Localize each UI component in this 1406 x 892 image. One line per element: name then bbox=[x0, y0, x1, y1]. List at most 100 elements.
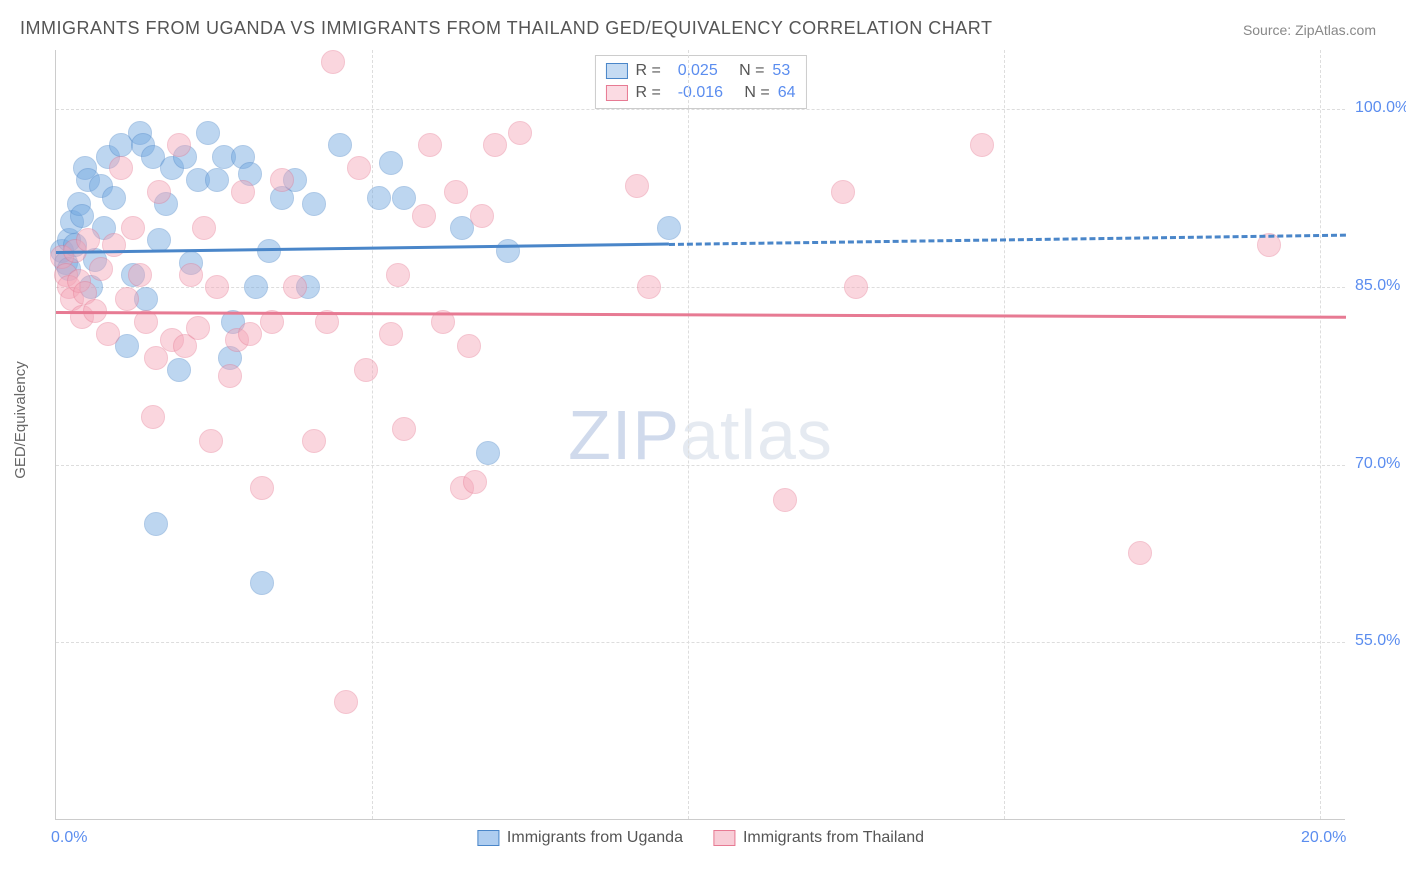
scatter-point bbox=[141, 405, 165, 429]
scatter-point bbox=[179, 263, 203, 287]
scatter-point bbox=[334, 690, 358, 714]
watermark-rest: atlas bbox=[680, 396, 833, 474]
legend-n-value: 53 bbox=[772, 62, 790, 80]
scatter-point bbox=[283, 275, 307, 299]
grid-line-h bbox=[56, 642, 1345, 643]
scatter-point bbox=[102, 186, 126, 210]
legend-r-value: 0.025 bbox=[678, 62, 718, 80]
scatter-point bbox=[270, 168, 294, 192]
scatter-point bbox=[205, 275, 229, 299]
scatter-point bbox=[321, 50, 345, 74]
scatter-point bbox=[844, 275, 868, 299]
scatter-point bbox=[109, 156, 133, 180]
watermark: ZIPatlas bbox=[568, 395, 833, 475]
scatter-point bbox=[831, 180, 855, 204]
scatter-point bbox=[457, 334, 481, 358]
scatter-point bbox=[483, 133, 507, 157]
legend-swatch bbox=[477, 830, 499, 846]
y-tick-label: 55.0% bbox=[1355, 632, 1406, 650]
grid-line-v bbox=[1004, 50, 1005, 819]
scatter-point bbox=[128, 263, 152, 287]
scatter-point bbox=[167, 133, 191, 157]
y-tick-label: 70.0% bbox=[1355, 455, 1406, 473]
scatter-point bbox=[147, 180, 171, 204]
scatter-point bbox=[89, 257, 113, 281]
scatter-point bbox=[328, 133, 352, 157]
scatter-point bbox=[302, 192, 326, 216]
scatter-point bbox=[470, 204, 494, 228]
trend-line bbox=[56, 311, 1346, 319]
scatter-point bbox=[970, 133, 994, 157]
y-tick-label: 100.0% bbox=[1355, 99, 1406, 117]
scatter-point bbox=[96, 322, 120, 346]
scatter-point bbox=[463, 470, 487, 494]
scatter-point bbox=[476, 441, 500, 465]
scatter-point bbox=[199, 429, 223, 453]
scatter-point bbox=[147, 228, 171, 252]
grid-line-v bbox=[372, 50, 373, 819]
legend-swatch bbox=[605, 63, 627, 79]
grid-line-h bbox=[56, 109, 1345, 110]
legend-item: Immigrants from Uganda bbox=[477, 829, 683, 847]
watermark-bold: ZIP bbox=[568, 396, 680, 474]
grid-line-v bbox=[1320, 50, 1321, 819]
legend-n-value: 64 bbox=[778, 84, 796, 102]
scatter-point bbox=[196, 121, 220, 145]
trend-line bbox=[669, 234, 1346, 246]
legend-n-label: N = bbox=[726, 62, 765, 80]
scatter-point bbox=[76, 228, 100, 252]
scatter-point bbox=[205, 168, 229, 192]
x-tick-label: 20.0% bbox=[1301, 829, 1346, 847]
series-legend: Immigrants from Uganda Immigrants from Th… bbox=[477, 829, 924, 847]
scatter-point bbox=[379, 322, 403, 346]
legend-swatch bbox=[713, 830, 735, 846]
y-tick-label: 85.0% bbox=[1355, 277, 1406, 295]
scatter-point bbox=[244, 275, 268, 299]
scatter-point bbox=[144, 512, 168, 536]
y-axis-label: GED/Equivalency bbox=[12, 361, 29, 479]
scatter-point bbox=[367, 186, 391, 210]
scatter-point bbox=[70, 204, 94, 228]
correlation-legend: R = 0.025 N = 53R = -0.016 N = 64 bbox=[594, 55, 806, 109]
legend-label: Immigrants from Uganda bbox=[507, 829, 683, 847]
scatter-point bbox=[412, 204, 436, 228]
scatter-point bbox=[657, 216, 681, 240]
legend-swatch bbox=[605, 85, 627, 101]
grid-line-h bbox=[56, 465, 1345, 466]
scatter-point bbox=[1128, 541, 1152, 565]
scatter-point bbox=[102, 233, 126, 257]
scatter-point bbox=[347, 156, 371, 180]
source-attribution: Source: ZipAtlas.com bbox=[1243, 22, 1376, 38]
scatter-point bbox=[192, 216, 216, 240]
legend-r-value: -0.016 bbox=[678, 84, 723, 102]
grid-line-v bbox=[688, 50, 689, 819]
scatter-point bbox=[354, 358, 378, 382]
legend-r-label: R = bbox=[635, 62, 669, 80]
scatter-point bbox=[392, 417, 416, 441]
scatter-point bbox=[302, 429, 326, 453]
scatter-point bbox=[250, 476, 274, 500]
scatter-point bbox=[773, 488, 797, 512]
scatter-point bbox=[444, 180, 468, 204]
scatter-point bbox=[250, 571, 274, 595]
scatter-point bbox=[496, 239, 520, 263]
scatter-point bbox=[508, 121, 532, 145]
scatter-point bbox=[379, 151, 403, 175]
legend-item: Immigrants from Thailand bbox=[713, 829, 924, 847]
scatter-point bbox=[121, 216, 145, 240]
legend-row: R = -0.016 N = 64 bbox=[605, 82, 795, 104]
scatter-point bbox=[238, 322, 262, 346]
scatter-point bbox=[386, 263, 410, 287]
scatter-point bbox=[625, 174, 649, 198]
scatter-point bbox=[115, 287, 139, 311]
scatter-point bbox=[257, 239, 281, 263]
x-tick-label: 0.0% bbox=[51, 829, 87, 847]
legend-row: R = 0.025 N = 53 bbox=[605, 60, 795, 82]
legend-r-label: R = bbox=[635, 84, 669, 102]
scatter-point bbox=[186, 316, 210, 340]
scatter-point bbox=[167, 358, 191, 382]
scatter-point bbox=[231, 180, 255, 204]
scatter-point bbox=[218, 364, 242, 388]
legend-n-label: N = bbox=[731, 84, 770, 102]
scatter-point bbox=[418, 133, 442, 157]
